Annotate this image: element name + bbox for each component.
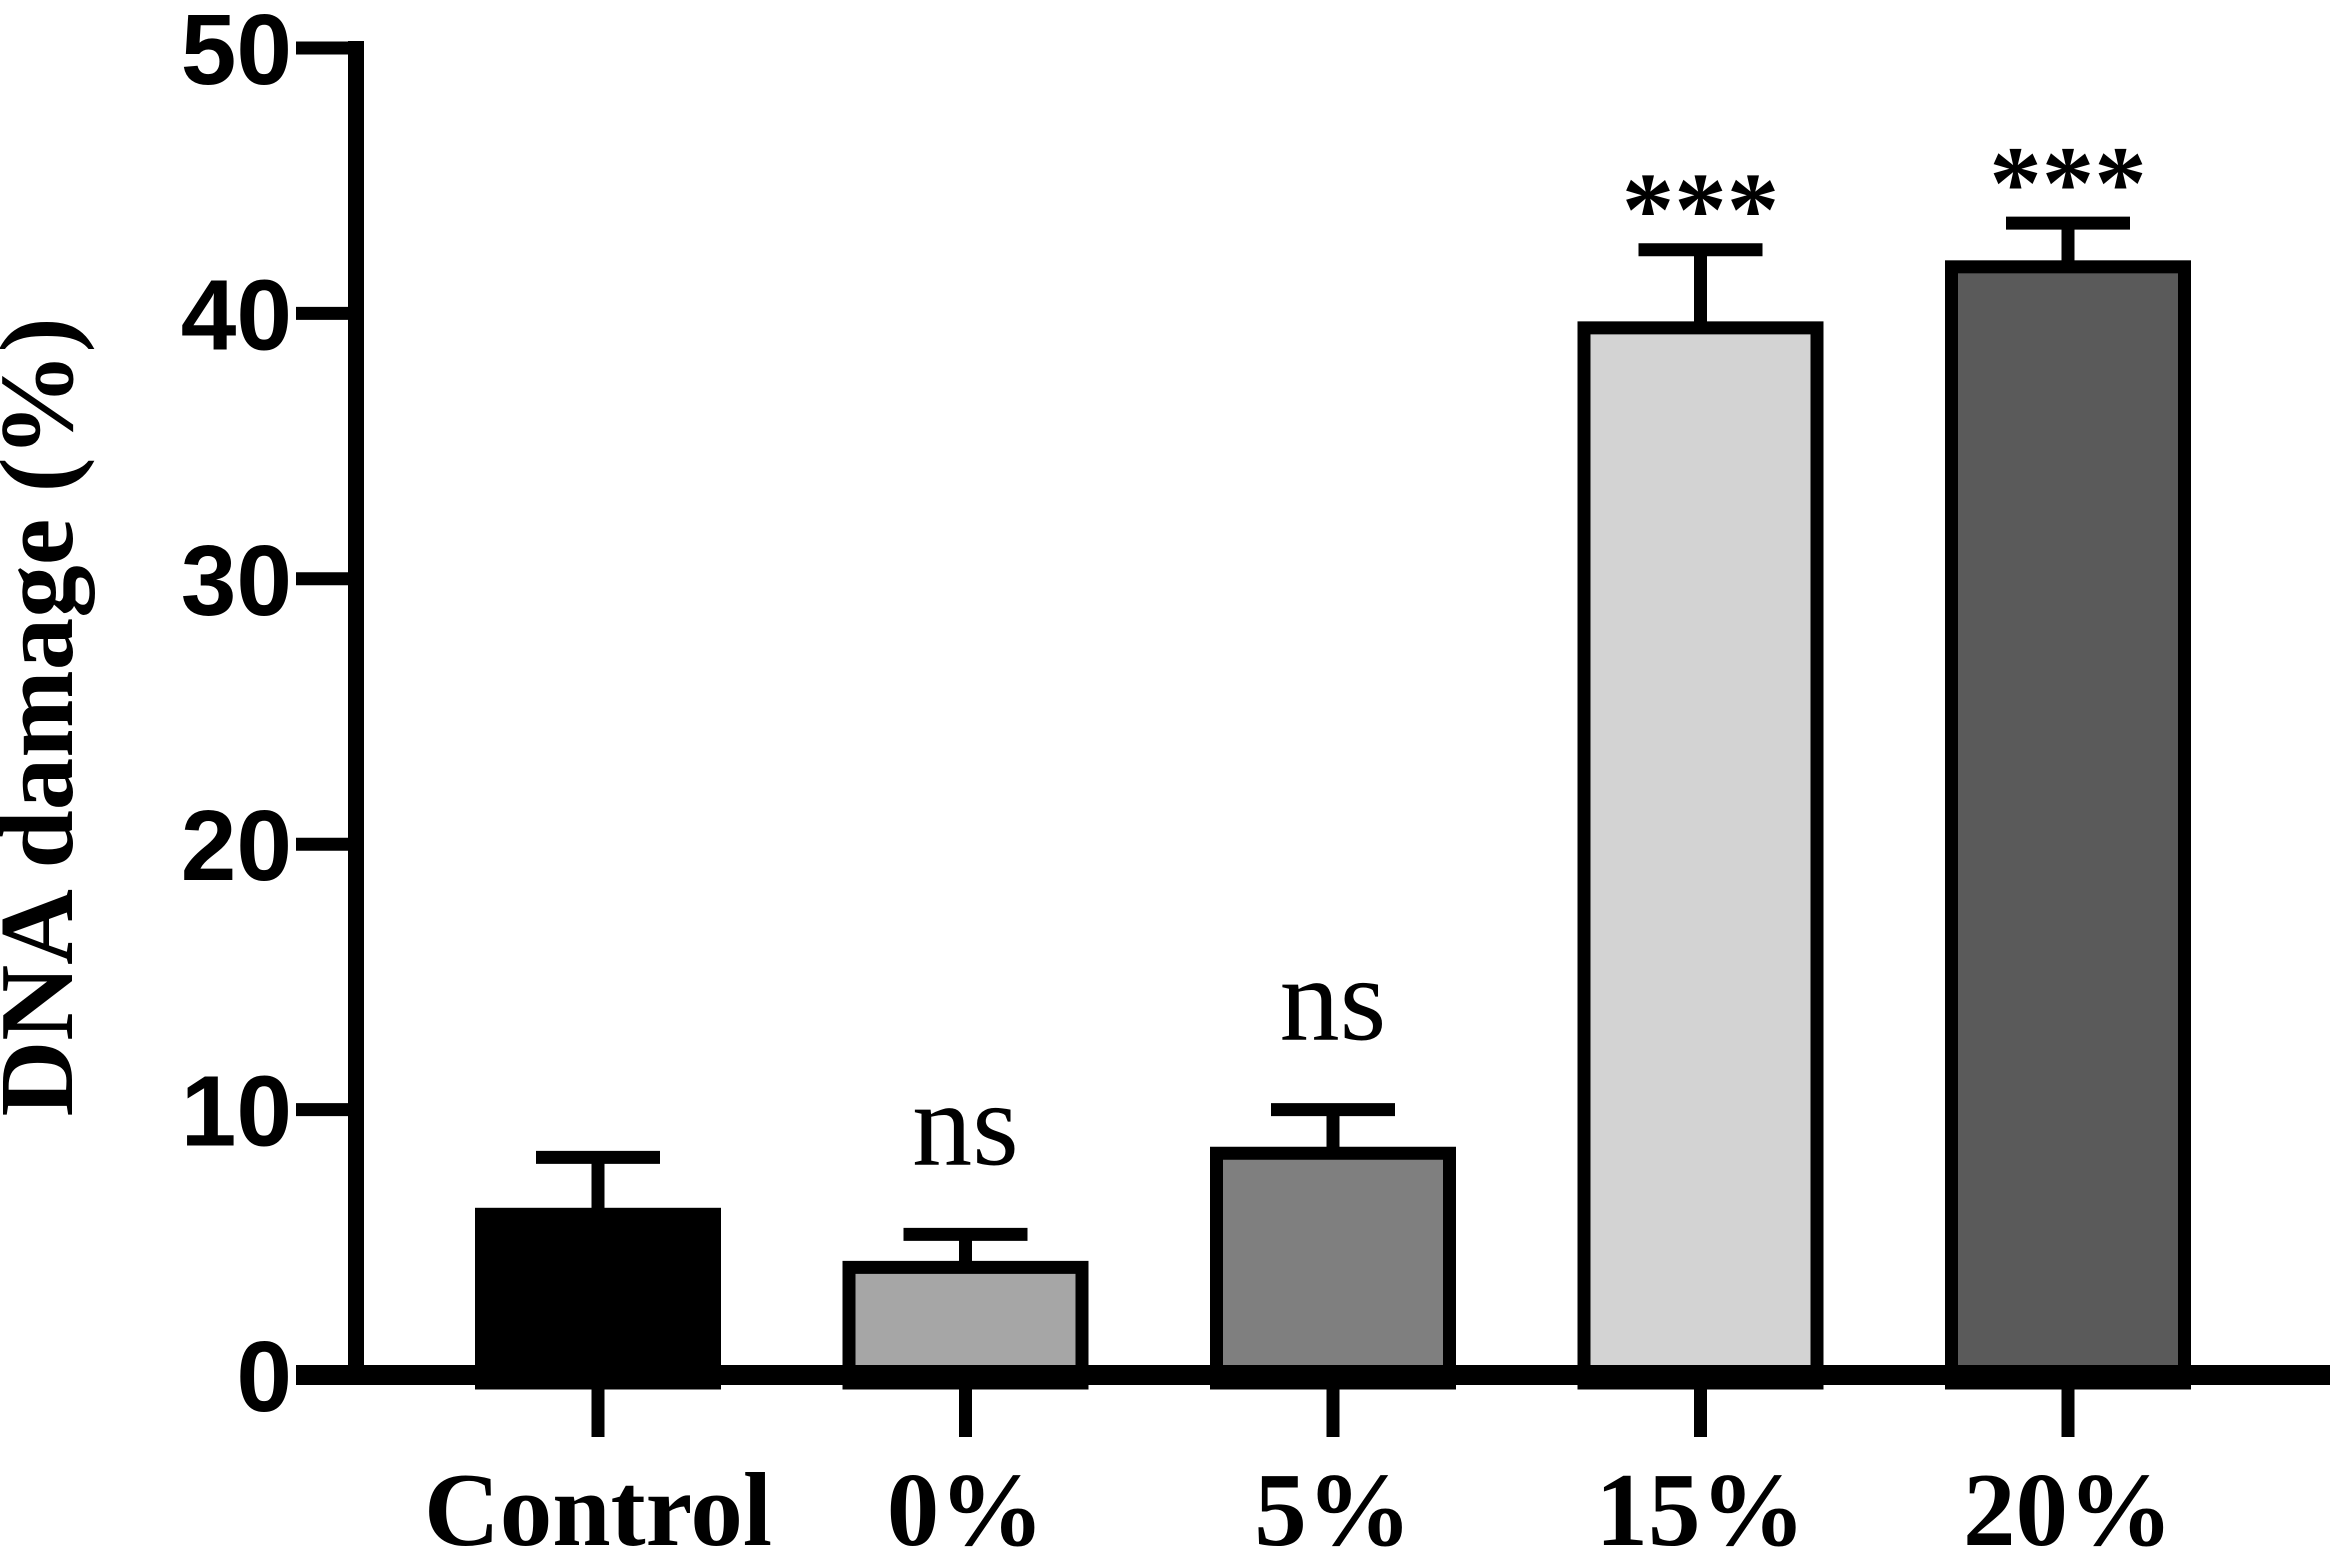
significance-label-5pct: ns (1280, 933, 1387, 1066)
significance-label-15pct: *** (1622, 151, 1780, 268)
x-axis-label-5pct: 5% (1254, 1451, 1412, 1567)
x-axis-label-control: Control (424, 1451, 772, 1567)
y-tick-label-40: 40 (181, 259, 292, 371)
x-axis-label-0pct: 0% (887, 1451, 1045, 1567)
y-tick-label-30: 30 (181, 525, 292, 637)
bar-control (475, 1207, 721, 1390)
bar-5pct (1210, 1146, 1456, 1390)
x-axis-label-15pct: 15% (1596, 1451, 1806, 1567)
y-axis-title: DNA damage (%) (0, 317, 95, 1116)
significance-label-0pct: ns (912, 1057, 1019, 1190)
y-tick-label-10: 10 (181, 1056, 292, 1168)
y-tick-label-20: 20 (181, 790, 292, 902)
bar-20pct (1945, 260, 2191, 1390)
y-tick-label-50: 50 (181, 0, 292, 106)
x-axis-label-20pct: 20% (1963, 1451, 2173, 1567)
significance-label-20pct: *** (1989, 124, 2147, 241)
y-tick-label-0: 0 (236, 1321, 292, 1433)
bar-15pct (1577, 321, 1824, 1390)
